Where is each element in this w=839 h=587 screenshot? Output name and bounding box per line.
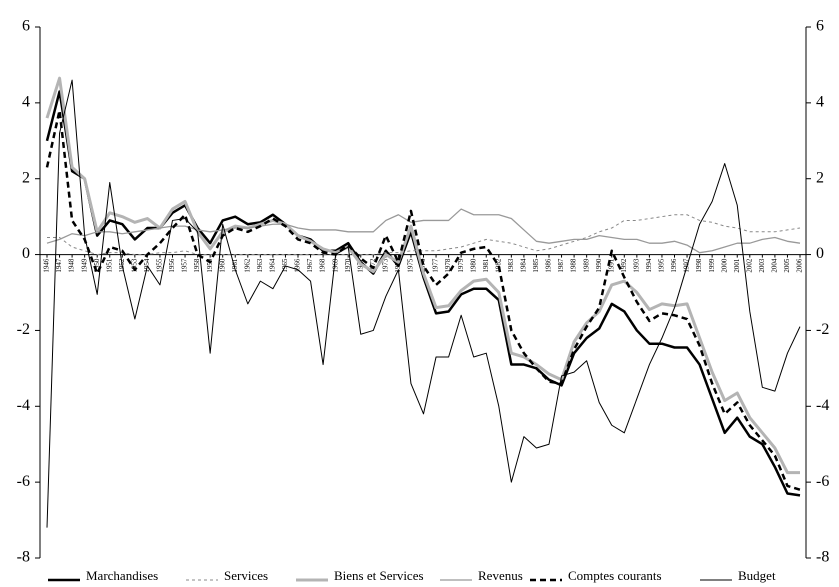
x-tick-label: 1984 [520,258,528,273]
legend-label: Services [224,568,268,583]
x-tick-label: 1973 [381,258,389,273]
x-tick-label: 1995 [658,258,666,273]
legend-label: Budget [738,568,776,583]
x-tick-label: 1998 [695,258,703,273]
x-tick-label: 1997 [683,258,691,273]
x-tick-label: 1993 [632,258,640,273]
x-tick-label: 2003 [758,258,766,273]
x-tick-label: 1994 [645,258,653,273]
x-tick-label: 1947 [55,258,63,273]
legend-label: Revenus [478,568,523,583]
y2-tick-label: -8 [816,549,829,566]
x-tick-label: 1962 [243,258,251,273]
y2-tick-label: 4 [816,94,824,111]
x-tick-label: 1985 [532,258,540,273]
x-tick-label: 1992 [620,258,628,273]
y2-tick-label: -2 [816,321,829,338]
x-tick-label: 2004 [771,258,779,273]
y-tick-label: 2 [22,169,30,186]
x-tick-label: 1967 [306,258,314,273]
x-tick-label: 1990 [595,258,603,273]
y-tick-label: 0 [22,245,30,262]
x-tick-label: 1957 [181,258,189,273]
y-tick-label: -4 [17,397,30,414]
y-tick-label: -6 [17,473,30,490]
x-tick-label: 1976 [419,258,427,273]
x-tick-label: 1949 [80,258,88,273]
x-tick-label: 1982 [494,258,502,273]
x-tick-label: 2005 [783,258,791,273]
x-tick-label: 1961 [231,258,239,273]
x-tick-label: 1948 [68,258,76,273]
x-tick-label: 1953 [130,258,138,273]
x-tick-label: 1991 [607,258,615,273]
x-tick-label: 1996 [670,258,678,273]
y2-tick-label: 6 [816,18,824,35]
x-tick-label: 1978 [444,258,452,273]
x-tick-label: 1975 [407,258,415,273]
series-line [45,109,801,491]
series-line [45,90,801,497]
y-tick-label: 4 [22,94,30,111]
x-tick-label: 1963 [256,258,264,273]
x-tick-label: 2001 [733,258,741,273]
x-tick-label: 2000 [720,258,728,273]
x-tick-label: 1958 [193,258,201,273]
x-tick-label: 1959 [206,258,214,273]
legend-label: Comptes courants [568,568,662,583]
x-tick-label: 1972 [369,258,377,273]
x-tick-label: 1986 [545,258,553,273]
x-tick-label: 1954 [143,258,151,273]
series-line [46,79,801,528]
y-tick-label: -8 [17,549,30,566]
x-tick-label: 2006 [796,258,804,273]
y-tick-label: 6 [22,18,30,35]
x-tick-label: 1968 [319,258,327,273]
x-tick-label: 1989 [582,258,590,273]
x-tick-label: 2002 [745,258,753,273]
y2-tick-label: 2 [816,169,824,186]
x-tick-label: 1981 [482,258,490,273]
x-tick-label: 1979 [457,258,465,273]
x-tick-label: 1951 [105,258,113,273]
y-tick-label: -2 [17,321,30,338]
x-tick-label: 1999 [708,258,716,273]
x-tick-label: 1956 [168,258,176,273]
x-tick-label: 1960 [218,258,226,273]
x-tick-label: 1988 [570,258,578,273]
legend-label: Biens et Services [334,568,424,583]
y2-tick-label: -4 [816,397,829,414]
x-tick-label: 1965 [281,258,289,273]
series-line [47,214,801,256]
x-tick-label: 1980 [469,258,477,273]
x-tick-label: 1987 [557,258,565,273]
x-tick-label: 1966 [294,258,302,273]
x-tick-label: 1970 [344,258,352,273]
y2-tick-label: -6 [816,473,829,490]
legend-label: Marchandises [86,568,158,583]
x-tick-label: 1969 [331,258,339,273]
x-tick-label: 1946 [43,258,51,273]
x-tick-label: 1977 [432,258,440,273]
x-tick-label: 1955 [156,258,164,273]
x-tick-label: 1964 [269,258,277,273]
series-line [46,208,801,254]
x-tick-label: 1983 [507,258,515,273]
series-line [45,76,800,475]
y2-tick-label: 0 [816,245,824,262]
x-tick-label: 1950 [93,258,101,273]
